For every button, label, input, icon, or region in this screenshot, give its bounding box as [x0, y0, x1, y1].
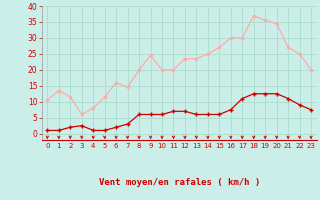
Text: Vent moyen/en rafales ( km/h ): Vent moyen/en rafales ( km/h )	[99, 178, 260, 187]
